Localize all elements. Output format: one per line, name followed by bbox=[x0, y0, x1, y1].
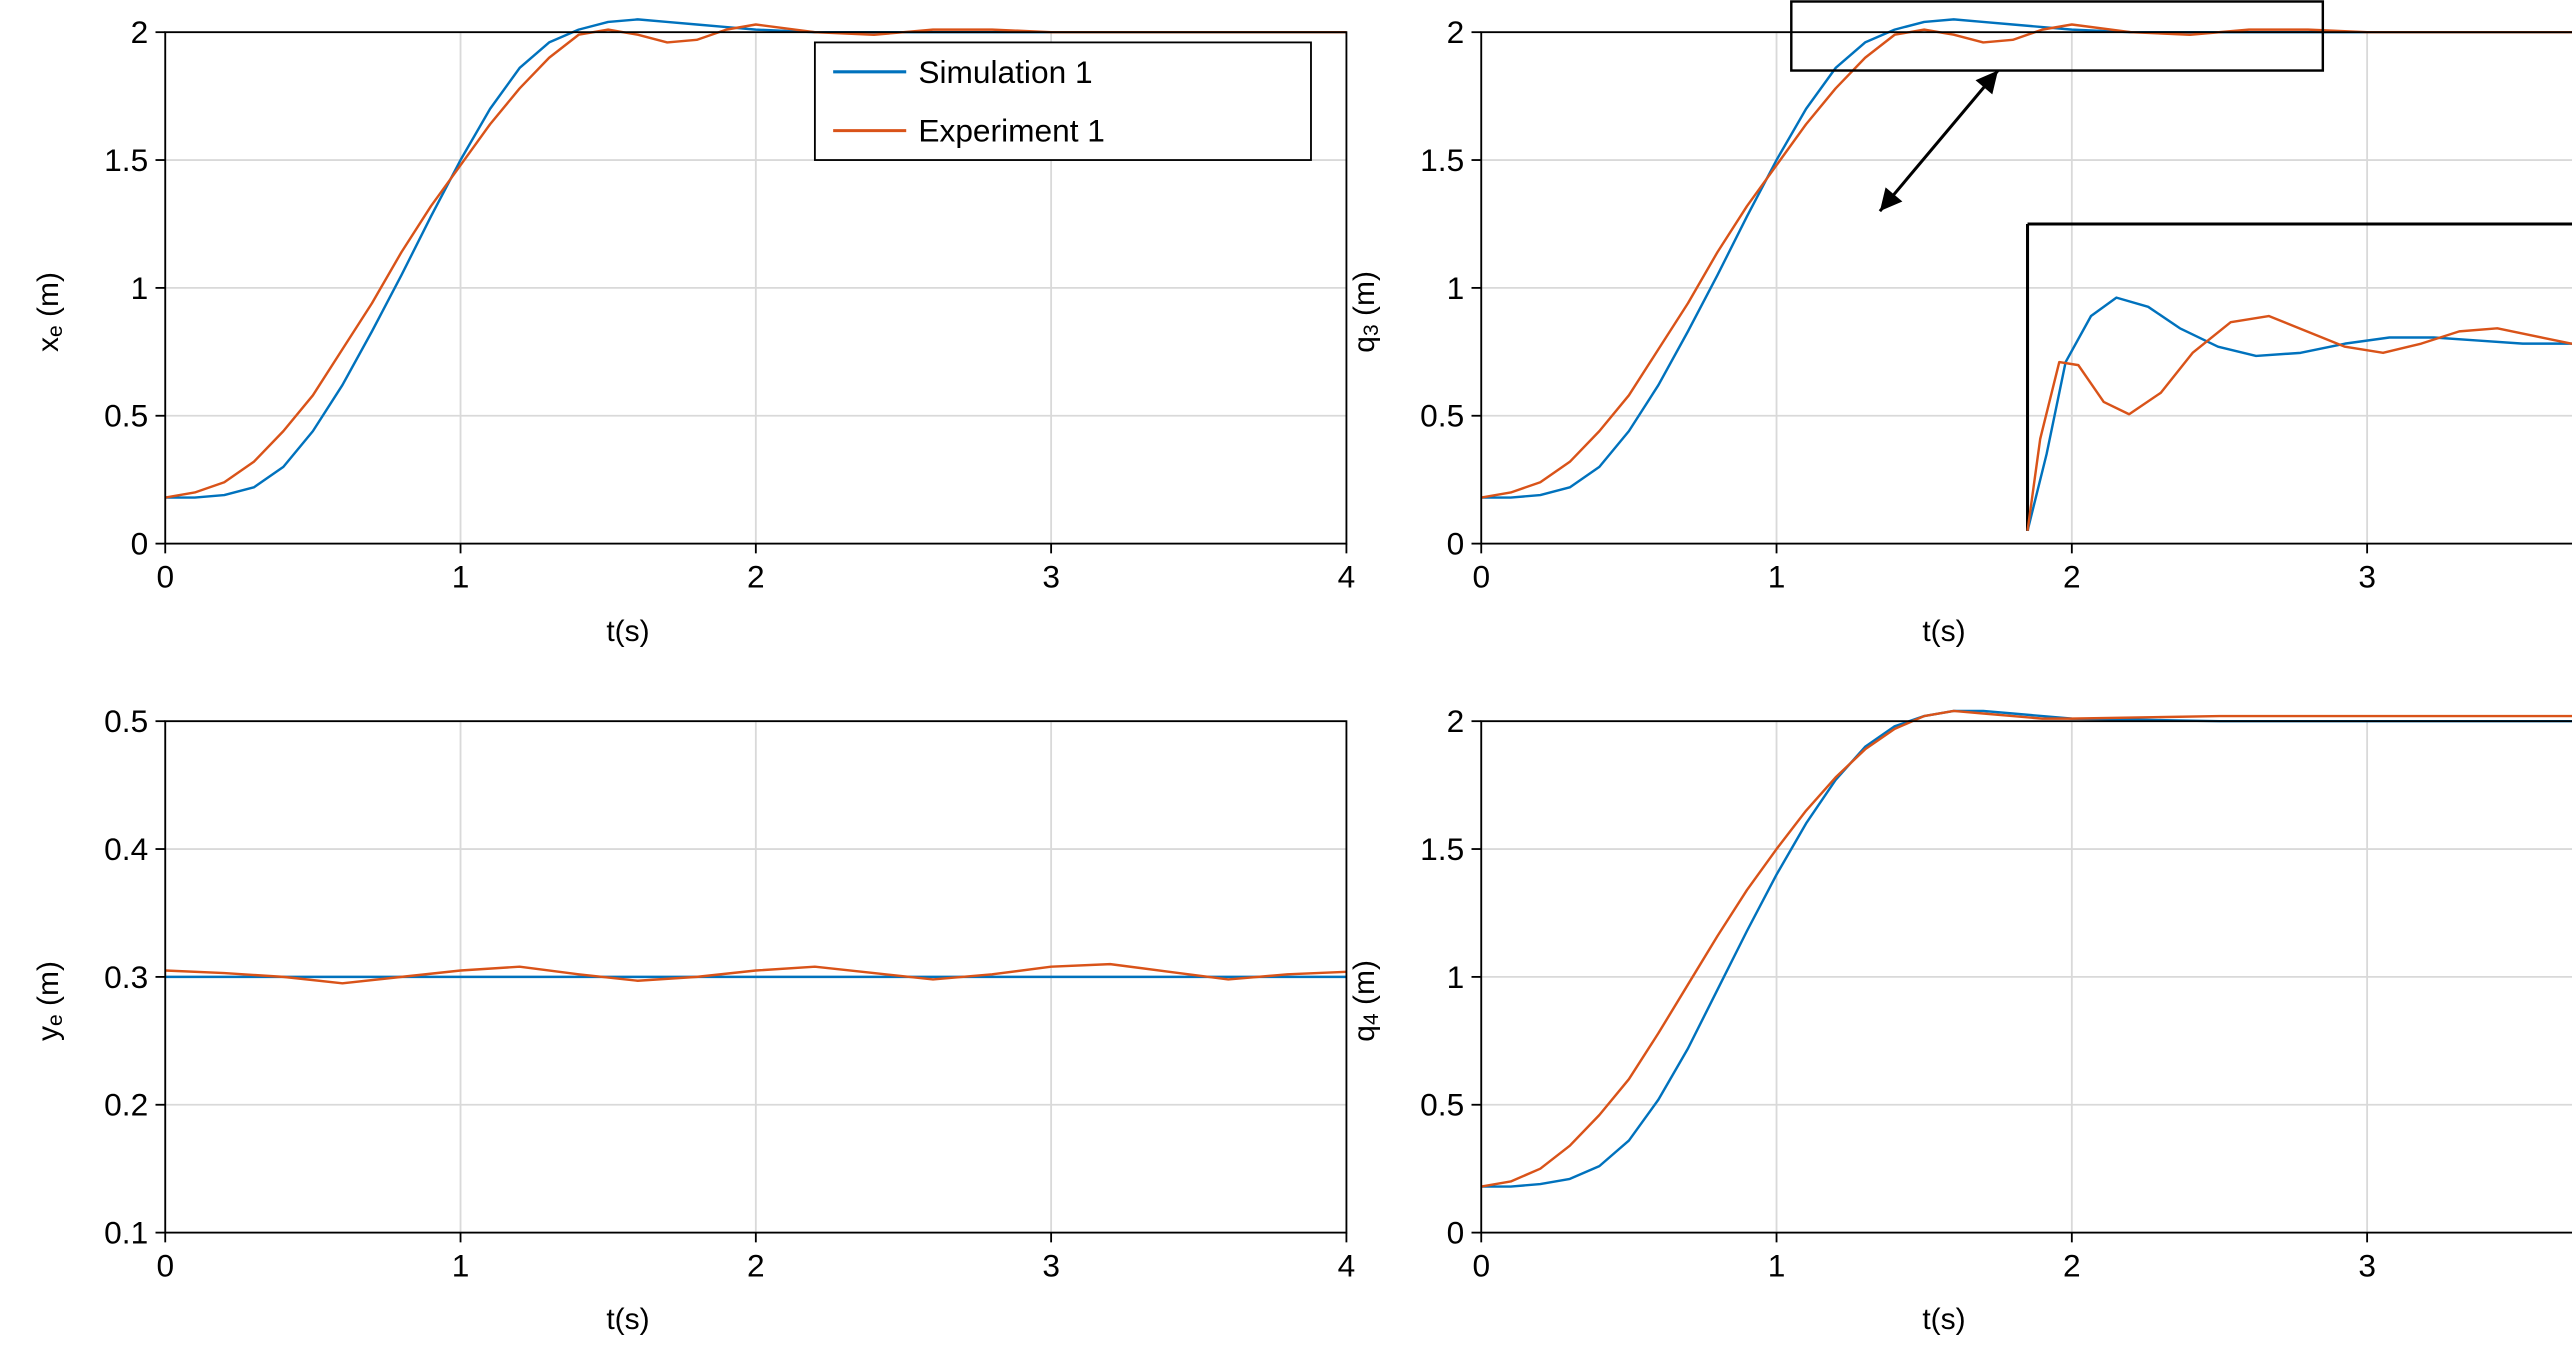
xtick-label: 1 bbox=[1768, 558, 1786, 594]
xtick-label: 1 bbox=[1768, 1247, 1786, 1283]
xtick-label: 0 bbox=[1472, 558, 1490, 594]
zoom-arrow-head bbox=[1976, 71, 1998, 95]
xtick-label: 3 bbox=[2358, 558, 2376, 594]
legend-label: Simulation 1 bbox=[918, 54, 1092, 90]
xtick-label: 2 bbox=[747, 1247, 765, 1283]
subplot-bottom-right: q4 (m)0123400.511.52t(s) bbox=[1336, 709, 2552, 1338]
ytick-label: 0.3 bbox=[104, 958, 148, 994]
ytick-label: 1 bbox=[1447, 270, 1465, 306]
xtick-label: 0 bbox=[156, 1247, 174, 1283]
ytick-label: 2 bbox=[131, 14, 149, 50]
xlabel: t(s) bbox=[1922, 1303, 1965, 1337]
ytick-label: 1 bbox=[131, 270, 149, 306]
zoom-rect bbox=[1791, 1, 2323, 70]
zoom-arrow-line bbox=[1880, 71, 1998, 212]
plot-svg: 0123400.511.52 bbox=[1396, 20, 2572, 605]
series-experiment bbox=[1481, 710, 2572, 1186]
subplot-top-right: q3 (m)0123400.511.52t(s) bbox=[1336, 20, 2552, 649]
ytick-label: 0.5 bbox=[104, 703, 148, 739]
ylabel: ye (m) bbox=[20, 961, 80, 1041]
xtick-label: 3 bbox=[1042, 558, 1060, 594]
ytick-label: 1.5 bbox=[104, 142, 148, 178]
ytick-label: 1.5 bbox=[1420, 142, 1464, 178]
ytick-label: 0.2 bbox=[104, 1086, 148, 1122]
xlabel: t(s) bbox=[1922, 615, 1965, 649]
ytick-label: 1 bbox=[1447, 958, 1465, 994]
plot-svg: 012340.10.20.30.40.5 bbox=[80, 709, 1359, 1294]
ytick-label: 0.5 bbox=[104, 398, 148, 434]
xtick-label: 2 bbox=[2063, 1247, 2081, 1283]
xlabel: t(s) bbox=[606, 1303, 649, 1337]
series-simulation bbox=[1481, 710, 2572, 1186]
ytick-label: 2 bbox=[1447, 14, 1465, 50]
inset-series-experiment bbox=[2028, 316, 2572, 531]
plot-svg: 0123400.511.52Simulation 1Experiment 1 bbox=[80, 20, 1359, 605]
inset-series-simulation bbox=[2028, 298, 2572, 531]
ytick-label: 2 bbox=[1447, 703, 1465, 739]
ytick-label: 0 bbox=[131, 526, 149, 562]
ytick-label: 0.4 bbox=[104, 830, 148, 866]
ylabel: q3 (m) bbox=[1336, 271, 1396, 353]
ylabel: xe (m) bbox=[20, 272, 80, 352]
ytick-label: 0.5 bbox=[1420, 398, 1464, 434]
xlabel: t(s) bbox=[606, 615, 649, 649]
zoom-arrow-head bbox=[1880, 187, 1902, 211]
subplot-top-left: xe (m)0123400.511.52Simulation 1Experime… bbox=[20, 20, 1236, 649]
xtick-label: 2 bbox=[747, 558, 765, 594]
ytick-label: 0 bbox=[1447, 526, 1465, 562]
ytick-label: 1.5 bbox=[1420, 830, 1464, 866]
xtick-label: 2 bbox=[2063, 558, 2081, 594]
plot-svg: 0123400.511.52 bbox=[1396, 709, 2572, 1294]
xtick-label: 3 bbox=[2358, 1247, 2376, 1283]
xtick-label: 3 bbox=[1042, 1247, 1060, 1283]
ytick-label: 0 bbox=[1447, 1214, 1465, 1250]
xtick-label: 0 bbox=[156, 558, 174, 594]
xtick-label: 0 bbox=[1472, 1247, 1490, 1283]
ytick-label: 0.5 bbox=[1420, 1086, 1464, 1122]
subplot-bottom-left: ye (m)012340.10.20.30.40.5t(s) bbox=[20, 709, 1236, 1338]
xtick-label: 1 bbox=[452, 558, 470, 594]
xtick-label: 1 bbox=[452, 1247, 470, 1283]
figure-grid: xe (m)0123400.511.52Simulation 1Experime… bbox=[20, 20, 2552, 1337]
ylabel: q4 (m) bbox=[1336, 960, 1396, 1042]
legend-label: Experiment 1 bbox=[918, 113, 1105, 149]
ytick-label: 0.1 bbox=[104, 1214, 148, 1250]
